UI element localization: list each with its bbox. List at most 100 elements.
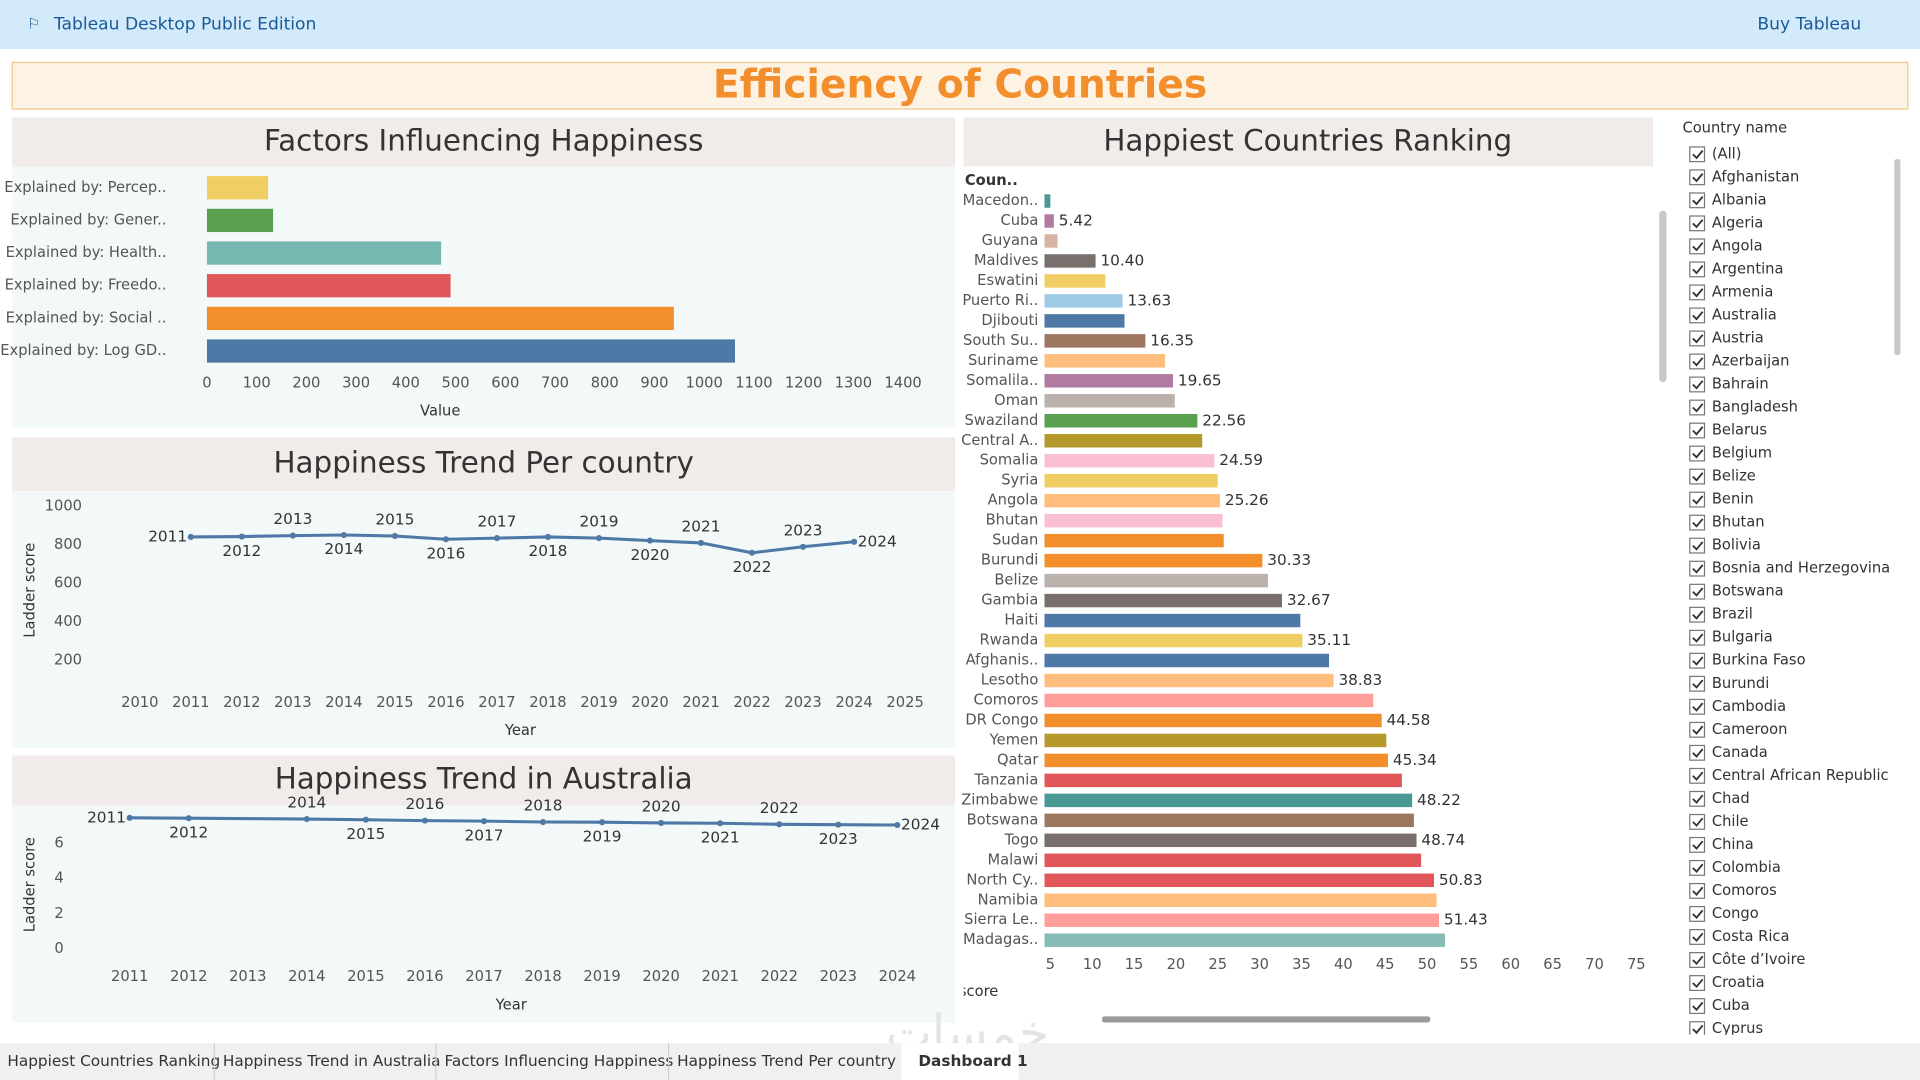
checkbox[interactable]	[1689, 813, 1706, 830]
filter-item[interactable]: Belgium	[1712, 445, 1772, 462]
tab[interactable]: Factors Influencing Happiness	[444, 1052, 673, 1070]
checkbox[interactable]	[1689, 744, 1706, 761]
filter-item[interactable]: Botswana	[1712, 583, 1784, 600]
x-tick-label: 2021	[701, 968, 738, 985]
filter-item[interactable]: Bahrain	[1712, 375, 1769, 392]
x-tick-label: 2020	[631, 694, 668, 711]
filter-item[interactable]: Chile	[1712, 813, 1749, 830]
h-scrollbar[interactable]	[1102, 1016, 1431, 1023]
checkbox[interactable]	[1689, 537, 1706, 554]
checkbox[interactable]	[1689, 698, 1706, 715]
filter-item[interactable]: Bhutan	[1712, 514, 1765, 531]
buy-link[interactable]: Buy Tableau	[1757, 14, 1861, 34]
point	[748, 549, 756, 556]
checkbox[interactable]	[1689, 192, 1706, 209]
checkbox[interactable]	[1689, 238, 1706, 255]
filter-item[interactable]: Afghanistan	[1712, 168, 1799, 185]
filter-item[interactable]: Bangladesh	[1712, 399, 1798, 416]
filter-item[interactable]: Central African Republic	[1712, 767, 1889, 784]
filter-item[interactable]: Burundi	[1712, 675, 1769, 692]
filter-item[interactable]: Côte d’Ivoire	[1712, 951, 1806, 968]
checkbox[interactable]	[1689, 859, 1706, 876]
bar	[1044, 653, 1330, 668]
bar	[206, 306, 674, 330]
bar	[1044, 294, 1123, 308]
checkbox[interactable]	[1689, 215, 1706, 232]
filter-item[interactable]: Comoros	[1712, 882, 1777, 899]
filter-item[interactable]: (All)	[1712, 145, 1742, 162]
filter-item[interactable]: Cyprus	[1712, 1020, 1763, 1037]
filter-item[interactable]: Chad	[1712, 790, 1750, 807]
tab[interactable]: Happiest Countries Ranking	[7, 1052, 220, 1070]
app-name: Tableau Desktop Public Edition	[53, 14, 317, 34]
tab[interactable]: Happiness Trend Per country	[677, 1052, 896, 1070]
tab[interactable]: Happiness Trend in Australia	[223, 1052, 441, 1070]
filter-item[interactable]: Brazil	[1712, 606, 1753, 623]
checkbox[interactable]	[1689, 146, 1706, 163]
checkbox[interactable]	[1689, 629, 1706, 646]
checkbox[interactable]	[1689, 330, 1706, 347]
checkbox[interactable]	[1689, 445, 1706, 462]
filter-item[interactable]: Belarus	[1712, 422, 1767, 439]
checkbox[interactable]	[1689, 929, 1706, 945]
value-label: 25.26	[1225, 491, 1269, 509]
checkbox[interactable]	[1689, 606, 1706, 623]
checkbox[interactable]	[1689, 399, 1706, 416]
filter-item[interactable]: Croatia	[1712, 974, 1765, 991]
checkbox[interactable]	[1689, 468, 1706, 485]
filter-item[interactable]: Bulgaria	[1712, 629, 1773, 646]
filter-item[interactable]: Costa Rica	[1712, 928, 1790, 945]
checkbox[interactable]	[1689, 491, 1706, 508]
checkbox[interactable]	[1689, 952, 1706, 968]
filter-item[interactable]: Cameroon	[1712, 721, 1788, 738]
filter-item[interactable]: Argentina	[1712, 260, 1784, 277]
filter-item[interactable]: Burkina Faso	[1712, 652, 1806, 669]
checkbox[interactable]	[1689, 836, 1706, 853]
tab[interactable]: Dashboard 1	[918, 1052, 1027, 1070]
filter-item[interactable]: Colombia	[1712, 859, 1781, 876]
checkbox[interactable]	[1689, 790, 1706, 807]
checkbox[interactable]	[1689, 169, 1706, 186]
filter-item[interactable]: Albania	[1712, 191, 1767, 208]
filter-item[interactable]: China	[1712, 836, 1754, 853]
point	[340, 531, 347, 539]
x-tick-label: 900	[640, 374, 668, 391]
filter-item[interactable]: Algeria	[1712, 214, 1764, 231]
checkbox[interactable]	[1689, 721, 1706, 738]
filter-item[interactable]: Congo	[1712, 905, 1759, 922]
checkbox[interactable]	[1689, 675, 1706, 692]
checkbox[interactable]	[1689, 998, 1706, 1014]
checkbox[interactable]	[1689, 652, 1706, 669]
filter-item[interactable]: Cuba	[1712, 997, 1750, 1014]
filter-item[interactable]: Angola	[1712, 237, 1763, 254]
checkbox[interactable]	[1689, 767, 1706, 784]
checkbox[interactable]	[1689, 514, 1706, 531]
filter-item[interactable]: Belize	[1712, 468, 1756, 485]
checkbox[interactable]	[1689, 583, 1706, 600]
checkbox[interactable]	[1689, 560, 1706, 577]
column-header[interactable]: Coun..	[965, 172, 1018, 189]
checkbox[interactable]	[1689, 1021, 1706, 1037]
checkbox[interactable]	[1689, 422, 1706, 439]
filter-item[interactable]: Canada	[1712, 744, 1768, 761]
checkbox[interactable]	[1689, 882, 1706, 899]
checkbox[interactable]	[1689, 975, 1706, 991]
checkbox[interactable]	[1689, 284, 1706, 301]
filter-item[interactable]: Benin	[1712, 491, 1754, 508]
filter-item[interactable]: Austria	[1712, 329, 1764, 346]
scrollbar[interactable]	[1659, 210, 1667, 383]
x-axis-label: Year	[504, 722, 537, 739]
filter-item[interactable]: Bosnia and Herzegovina	[1712, 560, 1890, 577]
point-label: 2018	[524, 797, 563, 815]
filter-item[interactable]: Cambodia	[1712, 698, 1786, 715]
checkbox[interactable]	[1689, 353, 1706, 370]
filter-scrollbar[interactable]	[1894, 159, 1901, 356]
filter-item[interactable]: Armenia	[1712, 283, 1774, 300]
checkbox[interactable]	[1689, 307, 1706, 324]
filter-item[interactable]: Australia	[1712, 306, 1777, 323]
checkbox[interactable]	[1689, 376, 1706, 393]
checkbox[interactable]	[1689, 261, 1706, 278]
checkbox[interactable]	[1689, 906, 1706, 922]
filter-item[interactable]: Bolivia	[1712, 537, 1761, 554]
filter-item[interactable]: Azerbaijan	[1712, 352, 1790, 369]
